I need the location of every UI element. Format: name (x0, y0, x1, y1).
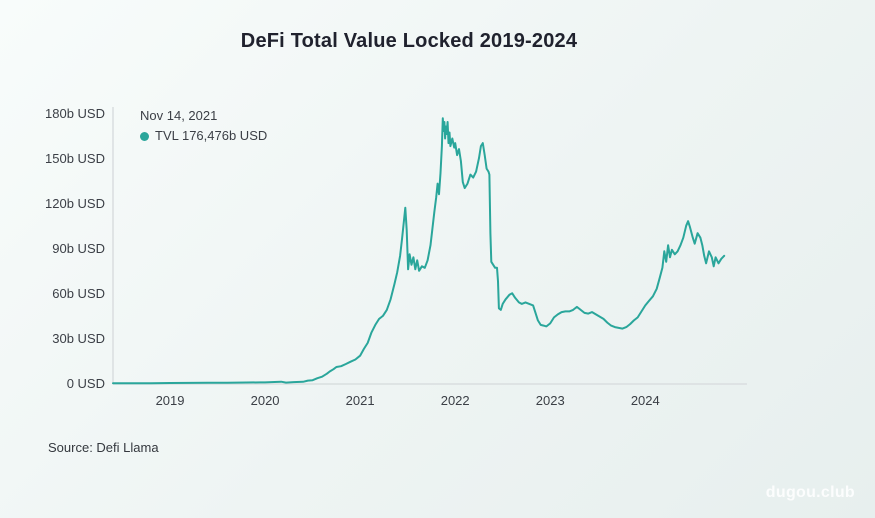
y-tick-label: 90b USD (52, 240, 105, 256)
tooltip: Nov 14, 2021 TVL 176,476b USD (140, 105, 267, 145)
y-tick-label: 30b USD (52, 330, 105, 346)
y-tick-label: 0 USD (66, 376, 105, 391)
x-tick-label: 2022 (440, 393, 470, 408)
x-tick-label: 2021 (345, 393, 375, 408)
x-tick-label: 2024 (630, 393, 660, 408)
tooltip-value: TVL 176,476b USD (155, 128, 268, 143)
x-tick-label: 2023 (535, 393, 565, 408)
tooltip-date: Nov 14, 2021 (140, 108, 218, 123)
chart-title: DeFi Total Value Locked 2019-2024 (240, 30, 578, 52)
source-note: Source: Defi Llama (48, 440, 159, 455)
x-tick-label: 2020 (250, 393, 280, 408)
axis-lines (112, 107, 747, 385)
x-tick-label: 2019 (155, 393, 185, 408)
tooltip-date-row: Nov 14, 2021 (140, 107, 267, 125)
tooltip-value-row: TVL 176,476b USD (140, 127, 267, 145)
y-tick-label: 60b USD (52, 285, 105, 301)
y-tick-label: 150b USD (45, 150, 105, 166)
y-tick-label: 120b USD (45, 195, 105, 211)
y-tick-label: 180b USD (45, 105, 105, 121)
tvl-series-line[interactable] (112, 117, 726, 385)
series-marker-icon (140, 131, 149, 141)
watermark: dugou.club (765, 484, 855, 501)
